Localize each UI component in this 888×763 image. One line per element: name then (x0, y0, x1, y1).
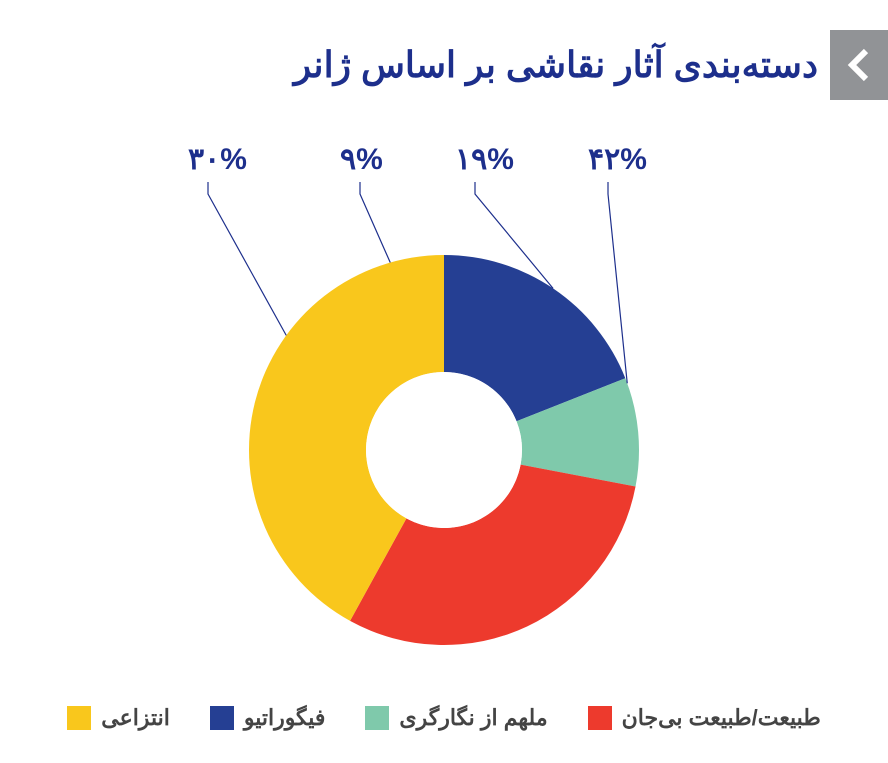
legend-item-abstract: انتزاعی (67, 705, 170, 731)
chart-area: ۱۹% ۹% ۳۰% ۴۲% (0, 130, 888, 670)
leader-miniature_inspired (360, 182, 390, 263)
pct-label-miniature_inspired: ۹% (340, 142, 383, 177)
chart-container: دسته‌بندی آثار نقاشی بر اساس ژانر ۱۹% ۹% ۳… (0, 0, 888, 763)
legend-item-figurative: فیگوراتیو (210, 705, 326, 731)
legend-text-abstract: انتزاعی (101, 705, 170, 731)
legend-text-miniature_inspired: ملهم از نگارگری (399, 705, 547, 731)
chart-title: دسته‌بندی آثار نقاشی بر اساس ژانر (270, 44, 818, 86)
legend-swatch-figurative (210, 706, 234, 730)
legend-text-figurative: فیگوراتیو (244, 705, 326, 731)
legend-item-miniature_inspired: ملهم از نگارگری (365, 705, 547, 731)
back-arrow-box[interactable] (830, 30, 888, 100)
legend-text-nature_still_life: طبیعت/طبیعت بی‌جان (622, 705, 821, 731)
legend-swatch-nature_still_life (588, 706, 612, 730)
chevron-left-icon (844, 47, 874, 83)
donut-chart (0, 130, 888, 670)
pct-label-figurative: ۱۹% (455, 142, 514, 177)
legend: انتزاعی فیگوراتیو ملهم از نگارگری طبیعت/طبی… (0, 705, 888, 731)
pct-label-abstract: ۴۲% (588, 142, 647, 177)
legend-swatch-abstract (67, 706, 91, 730)
leader-nature_still_life (208, 182, 286, 335)
legend-swatch-miniature_inspired (365, 706, 389, 730)
legend-item-nature_still_life: طبیعت/طبیعت بی‌جان (588, 705, 821, 731)
pct-label-nature_still_life: ۳۰% (188, 142, 247, 177)
header: دسته‌بندی آثار نقاشی بر اساس ژانر (270, 30, 888, 100)
